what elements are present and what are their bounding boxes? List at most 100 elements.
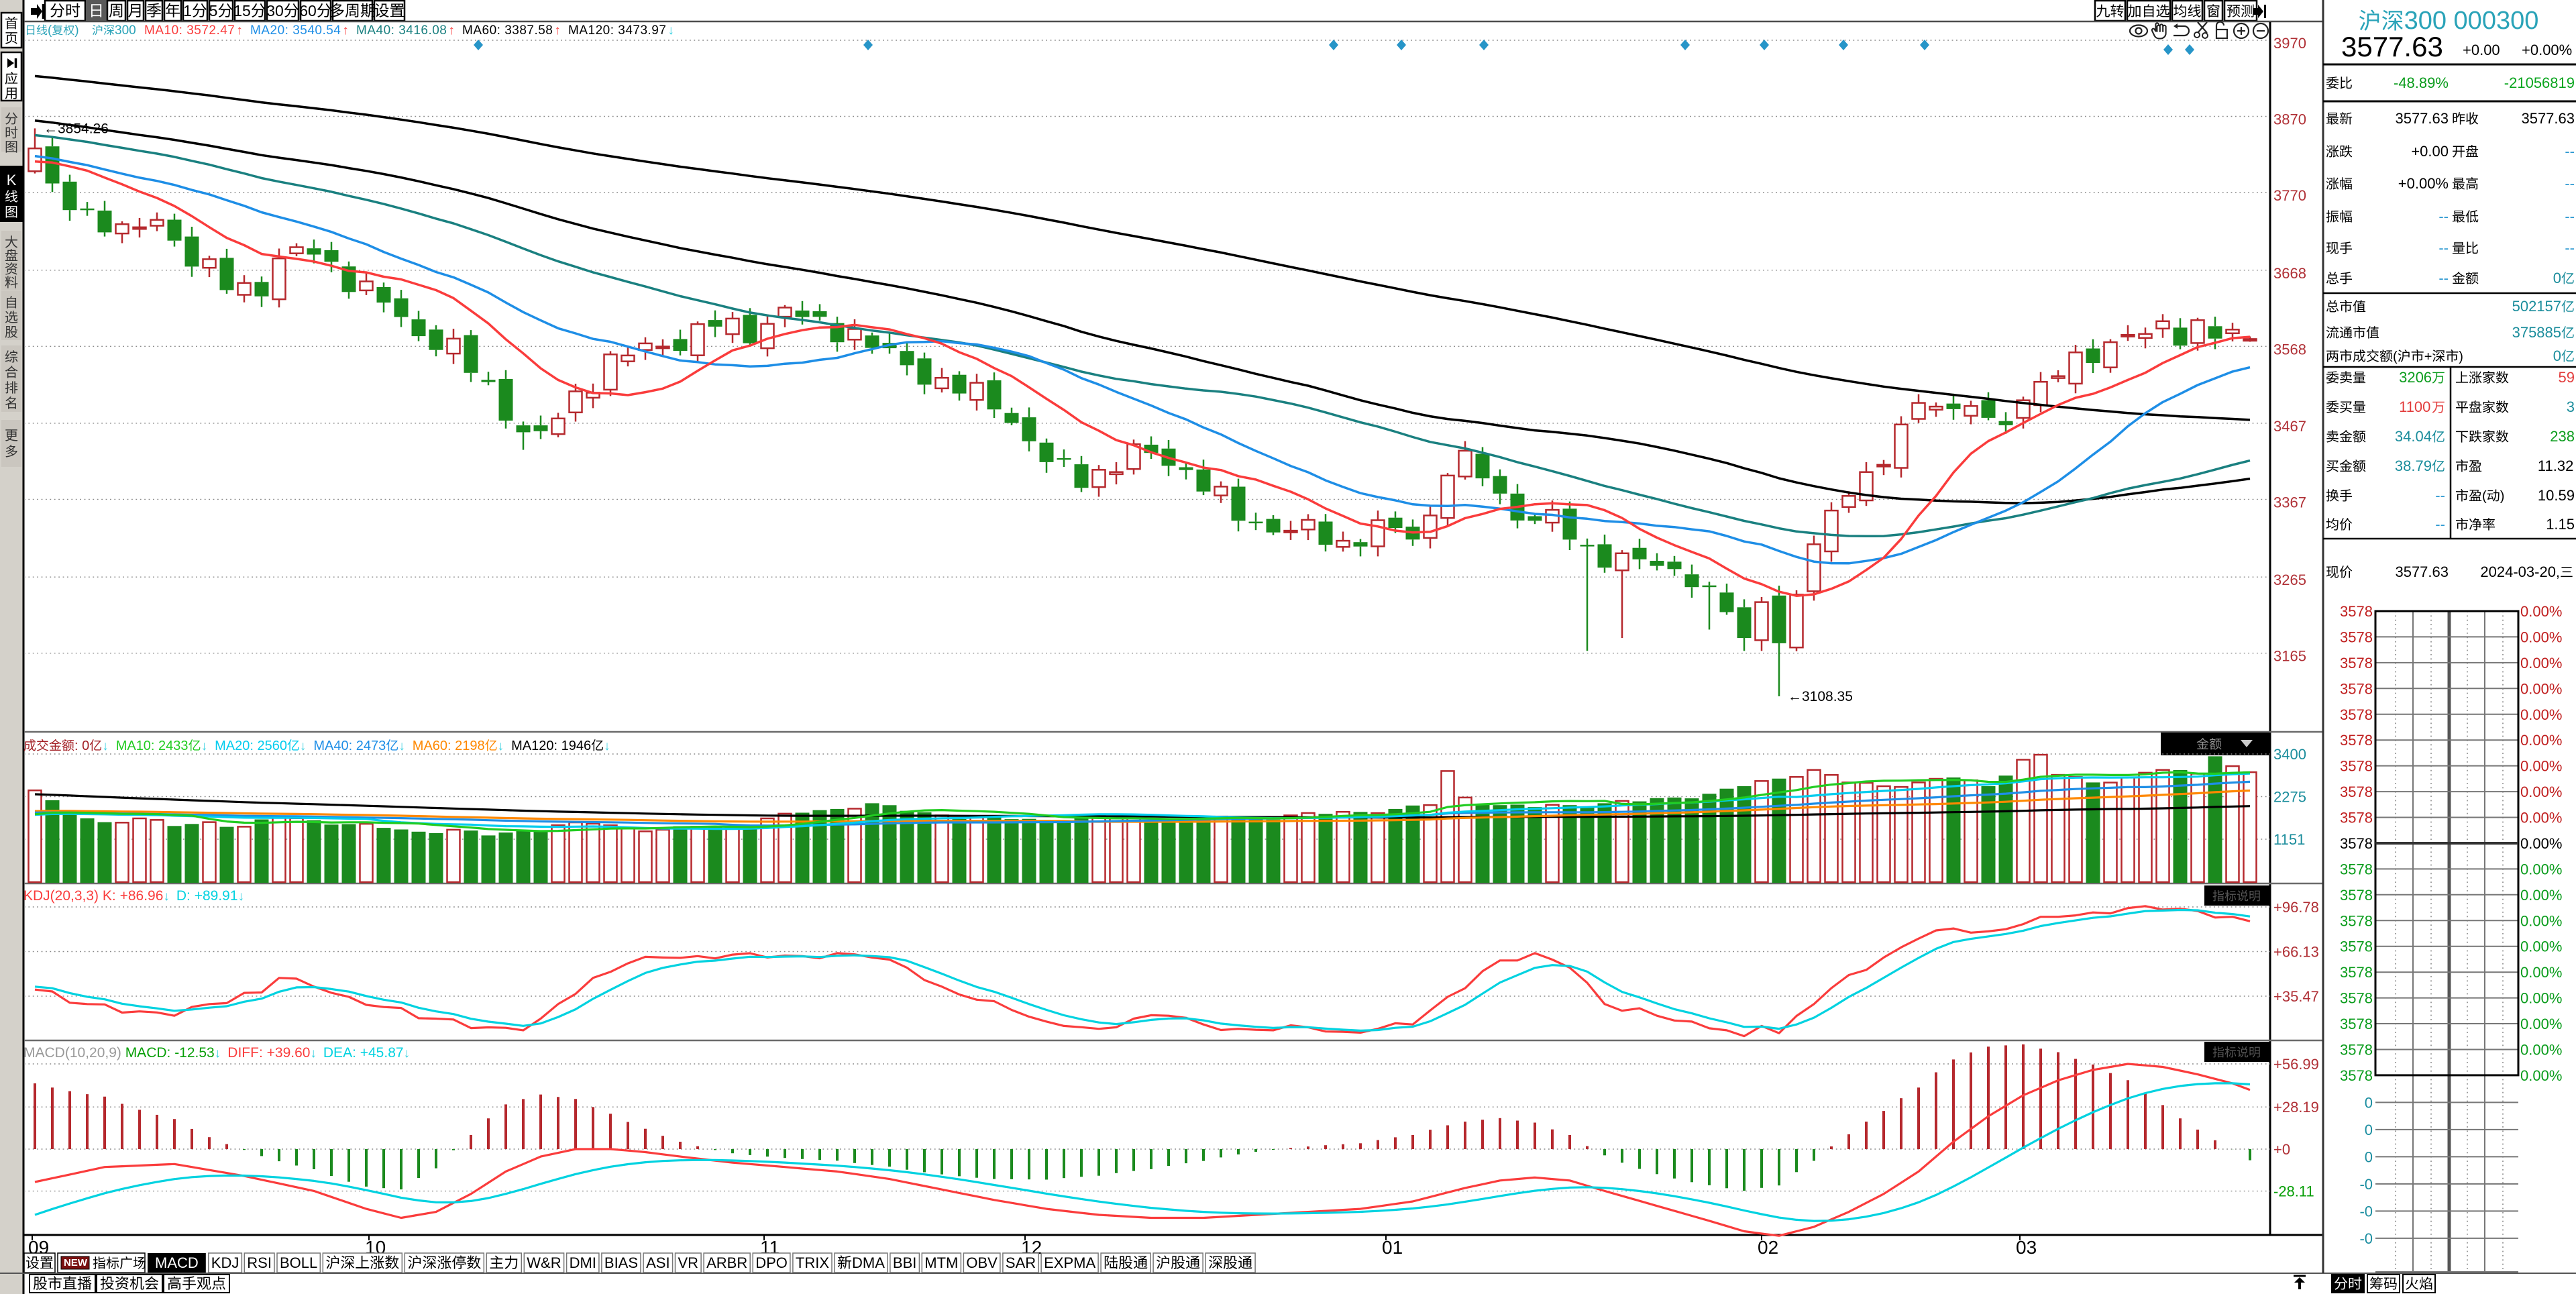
svg-text:300: 300 [115,23,136,38]
svg-text:-0: -0 [2359,1230,2373,1247]
svg-text:VR: VR [678,1254,699,1271]
svg-text:: 0: : 0 [74,739,89,753]
svg-text:3578: 3578 [2340,990,2373,1007]
svg-text:3577.63: 3577.63 [2341,31,2443,62]
svg-text:3578: 3578 [2340,912,2373,929]
svg-text:02: 02 [1758,1237,1778,1258]
svg-text:MA120: 1946: MA120: 1946 [511,739,591,753]
svg-text:--: -- [2435,487,2445,504]
svg-text:OBV: OBV [966,1254,998,1271]
svg-text:3970: 3970 [2273,35,2306,52]
svg-text:+0: +0 [2273,1141,2290,1158]
svg-text:0: 0 [2365,1094,2373,1111]
svg-text:3400: 3400 [2273,746,2306,763]
svg-text:0: 0 [2553,270,2561,286]
svg-text:--: -- [2438,270,2449,286]
svg-text:BIAS: BIAS [604,1254,638,1271]
svg-text:0.00%: 0.00% [2520,732,2562,749]
svg-text:3578: 3578 [2340,680,2373,697]
svg-text:-0: -0 [2359,1176,2373,1193]
svg-text:+28.19: +28.19 [2273,1099,2319,1116]
svg-text:↓: ↓ [604,739,610,753]
svg-text:K: K [7,172,17,188]
svg-text:MA60: 3387.58: MA60: 3387.58 [462,23,553,38]
svg-text:(: ( [48,23,52,38]
svg-text:↓: ↓ [667,23,674,38]
svg-text:3578: 3578 [2340,732,2373,749]
svg-text:): ) [74,23,78,38]
svg-text:1100: 1100 [2399,398,2430,415]
svg-text:↓: ↓ [404,1046,411,1061]
svg-text:0.00%: 0.00% [2520,835,2562,852]
svg-text:↓: ↓ [163,889,170,904]
svg-text:3578: 3578 [2340,887,2373,904]
svg-text:DIFF: +39.60: DIFF: +39.60 [227,1045,310,1061]
svg-text:0.00%: 0.00% [2520,706,2562,723]
svg-text:+0.00: +0.00 [2463,42,2500,58]
svg-text:↓: ↓ [215,1046,221,1061]
svg-text:0.00%: 0.00% [2520,887,2562,904]
svg-text:↓: ↓ [310,1046,317,1061]
svg-text:0.00%: 0.00% [2520,938,2562,955]
svg-text:0.00%: 0.00% [2520,1016,2562,1032]
svg-text:0.00%: 0.00% [2520,964,2562,981]
svg-text:DMA: DMA [852,1254,885,1271]
svg-text:3577.63: 3577.63 [2395,110,2449,127]
svg-text:RSI: RSI [247,1254,272,1271]
svg-text:-48.89%: -48.89% [2394,74,2449,91]
svg-text:11.32: 11.32 [2538,457,2573,474]
svg-text:W&R: W&R [527,1254,561,1271]
svg-text:3578: 3578 [2340,1067,2373,1084]
svg-text:3578: 3578 [2340,861,2373,877]
svg-text:TRIX: TRIX [796,1254,829,1271]
svg-text:DEA: +45.87: DEA: +45.87 [323,1045,404,1061]
svg-text:0.00%: 0.00% [2520,784,2562,800]
svg-text:60: 60 [299,2,317,19]
svg-text:15: 15 [233,2,251,19]
svg-text:--: -- [2565,143,2575,160]
svg-text:3578: 3578 [2340,603,2373,620]
svg-text:←3108.35: ←3108.35 [1788,689,1853,704]
svg-text:3578: 3578 [2340,629,2373,645]
svg-text:MACD: -12.53: MACD: -12.53 [125,1045,215,1061]
svg-text:300 000300: 300 000300 [2404,7,2539,35]
svg-text:MA60: 2198: MA60: 2198 [413,739,485,753]
svg-text:3577.63: 3577.63 [2521,110,2575,127]
svg-text:3578: 3578 [2340,1016,2373,1032]
svg-text:0.00%: 0.00% [2520,603,2562,620]
svg-text:MA120: 3473.97: MA120: 3473.97 [568,23,666,38]
svg-text:3165: 3165 [2273,648,2306,665]
svg-text:3578: 3578 [2340,758,2373,775]
svg-text:+0.00%: +0.00% [2522,42,2572,58]
svg-text:38.79: 38.79 [2395,457,2432,474]
svg-text:K: +86.96: K: +86.96 [103,888,164,904]
svg-text:MA20: 2560: MA20: 2560 [215,739,287,753]
svg-text:↓: ↓ [300,739,307,753]
svg-text:0.00%: 0.00% [2520,990,2562,1007]
svg-text:←3854.26: ←3854.26 [44,121,109,136]
svg-text:--: -- [2435,516,2445,533]
svg-text:5: 5 [209,2,218,19]
svg-text:↑: ↑ [448,23,455,38]
svg-text:EXPMA: EXPMA [1044,1254,1095,1271]
svg-text:): ) [2500,489,2505,504]
svg-text:3578: 3578 [2340,938,2373,955]
svg-text:↑: ↑ [236,23,243,38]
svg-text:--: -- [2565,239,2575,256]
svg-text:MACD: MACD [155,1254,199,1271]
svg-text:2275: 2275 [2273,789,2306,806]
svg-text:1.15: 1.15 [2546,516,2575,533]
svg-text:2024-03-20,: 2024-03-20, [2480,563,2560,580]
svg-text:-0: -0 [2359,1203,2373,1220]
svg-text:0: 0 [2553,347,2561,364]
svg-text:KDJ: KDJ [211,1254,239,1271]
svg-text:3578: 3578 [2340,964,2373,981]
svg-text:0.00%: 0.00% [2520,1042,2562,1059]
svg-text:-28.11: -28.11 [2273,1183,2314,1200]
svg-text:0.00%: 0.00% [2520,912,2562,929]
svg-text:1: 1 [183,2,192,19]
svg-text:59: 59 [2559,369,2575,386]
svg-text:↓: ↓ [201,739,208,753]
svg-text:3578: 3578 [2340,655,2373,671]
svg-text:0.00%: 0.00% [2520,1067,2562,1084]
